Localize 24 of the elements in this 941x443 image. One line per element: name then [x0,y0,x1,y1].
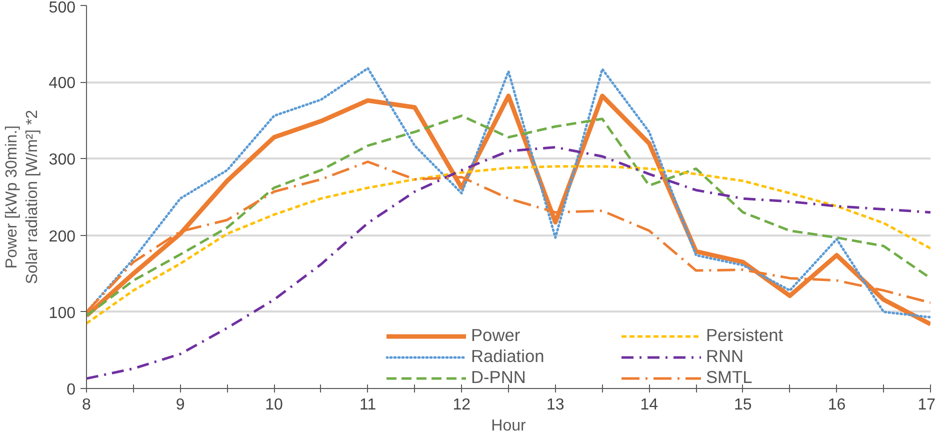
x-tick-label: 13 [546,396,564,414]
y-tick-label: 0 [66,382,76,398]
legend-label: RNN [706,346,745,367]
legend-label: Power [471,325,522,346]
x-tick-label: 16 [828,396,846,414]
y-tick-label: 300 [48,152,76,169]
x-tick-label: 11 [360,396,376,414]
x-axis-title: Hour [491,418,527,434]
legend-label: SMTL [706,367,754,388]
x-tick-label: 17 [918,396,936,414]
y-tick-label: 200 [48,228,76,246]
x-tick-label: 15 [734,396,752,414]
x-tick-label: 8 [82,396,92,414]
legend-label: Radiation [471,346,546,367]
x-tick-label: 9 [176,396,185,414]
y-axis-title: Power [kWp 30min.] Solar radiation [W/m²] *2 [3,110,41,284]
legend-label: Persistent [706,325,784,346]
y-tick-label: 400 [48,75,76,92]
y-tick-label: 100 [48,304,76,322]
legend-label: D-PNN [471,367,527,388]
y-tick-label: 500 [48,0,76,16]
x-tick-label: 10 [265,396,284,414]
x-tick-label: 12 [452,396,471,414]
x-tick-label: 14 [640,396,658,414]
